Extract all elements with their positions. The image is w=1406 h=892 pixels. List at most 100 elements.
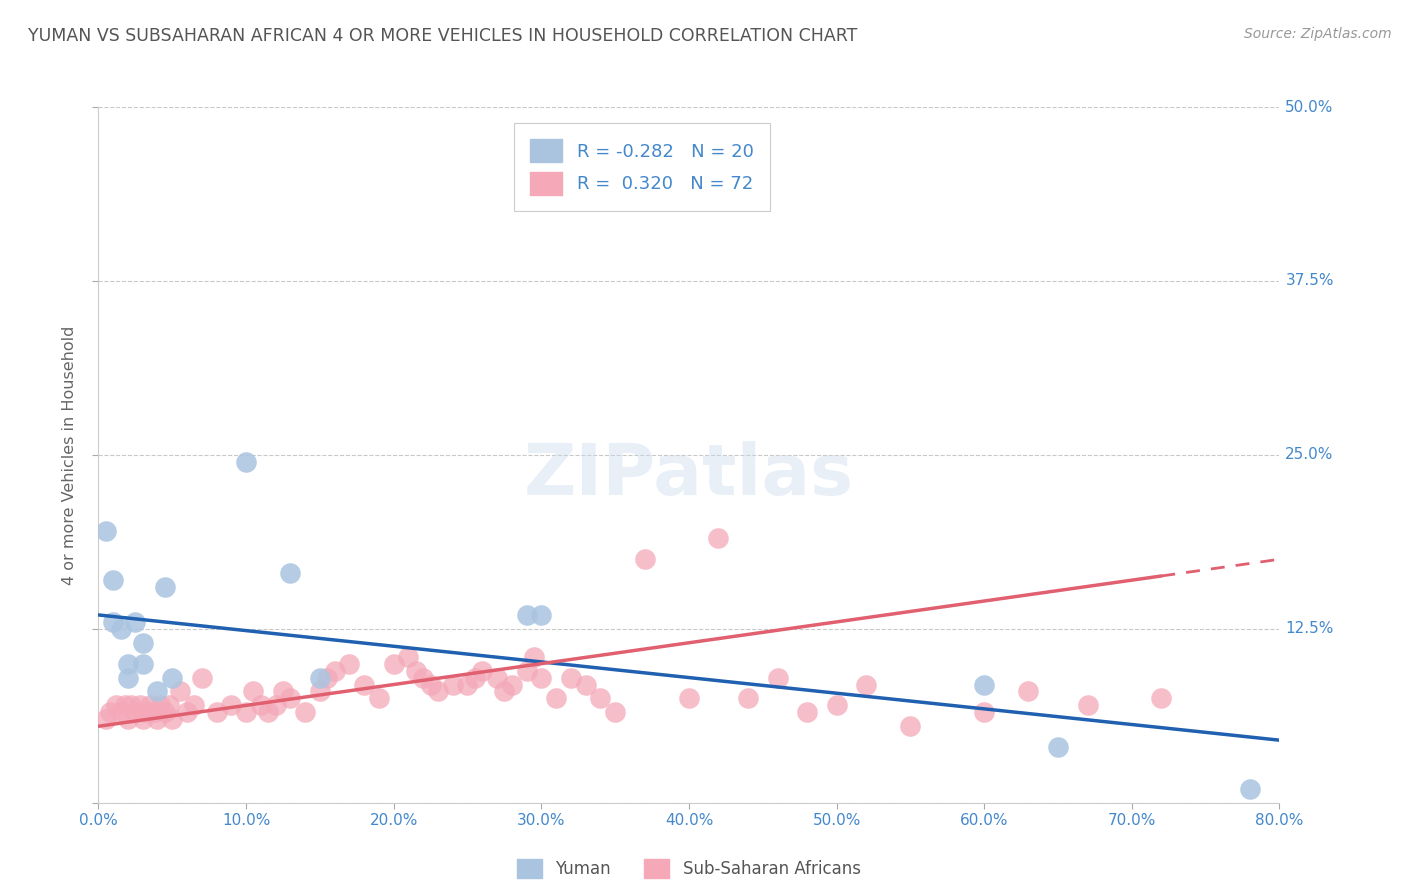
Point bbox=[900, 719, 922, 733]
Point bbox=[219, 698, 242, 713]
Point bbox=[132, 636, 155, 650]
Point bbox=[135, 706, 157, 720]
Point bbox=[1017, 684, 1039, 698]
Point bbox=[382, 657, 405, 671]
Point bbox=[242, 684, 264, 698]
Point bbox=[149, 698, 172, 713]
Text: ZIPatlas: ZIPatlas bbox=[524, 442, 853, 510]
Point bbox=[146, 712, 169, 726]
Point bbox=[124, 615, 146, 629]
Point bbox=[205, 706, 228, 720]
Text: 50.0%: 50.0% bbox=[1285, 100, 1334, 114]
Point bbox=[515, 664, 537, 678]
Point bbox=[396, 649, 419, 664]
Point bbox=[605, 706, 627, 720]
Point bbox=[707, 532, 730, 546]
Point bbox=[427, 684, 450, 698]
Point bbox=[176, 706, 198, 720]
Point bbox=[157, 698, 180, 713]
Point bbox=[973, 677, 995, 691]
Point bbox=[560, 671, 582, 685]
Point bbox=[128, 698, 150, 713]
Text: YUMAN VS SUBSAHARAN AFRICAN 4 OR MORE VEHICLES IN HOUSEHOLD CORRELATION CHART: YUMAN VS SUBSAHARAN AFRICAN 4 OR MORE VE… bbox=[28, 27, 858, 45]
Point bbox=[278, 691, 302, 706]
Point bbox=[405, 664, 427, 678]
Point bbox=[117, 712, 139, 726]
Point bbox=[120, 698, 142, 713]
Point bbox=[103, 573, 125, 587]
Point bbox=[103, 615, 125, 629]
Point bbox=[323, 664, 346, 678]
Text: 37.5%: 37.5% bbox=[1285, 274, 1334, 288]
Point bbox=[825, 698, 848, 713]
Point bbox=[574, 677, 596, 691]
Point bbox=[294, 706, 316, 720]
Point bbox=[235, 455, 257, 469]
Point bbox=[94, 524, 117, 539]
Point bbox=[412, 671, 434, 685]
Point bbox=[257, 706, 280, 720]
Point bbox=[589, 691, 612, 706]
Point bbox=[271, 684, 294, 698]
Y-axis label: 4 or more Vehicles in Household: 4 or more Vehicles in Household bbox=[62, 326, 77, 584]
Point bbox=[235, 706, 257, 720]
Point bbox=[633, 552, 655, 566]
Point bbox=[105, 698, 128, 713]
Point bbox=[94, 712, 117, 726]
Text: Source: ZipAtlas.com: Source: ZipAtlas.com bbox=[1244, 27, 1392, 41]
Point bbox=[973, 706, 995, 720]
Point bbox=[146, 684, 169, 698]
Point bbox=[132, 657, 155, 671]
Point bbox=[143, 706, 166, 720]
Point bbox=[162, 712, 183, 726]
Point bbox=[169, 684, 191, 698]
Point bbox=[98, 706, 121, 720]
Point bbox=[309, 684, 332, 698]
Point bbox=[316, 671, 339, 685]
Point bbox=[530, 607, 553, 622]
Point bbox=[117, 671, 139, 685]
Point bbox=[501, 677, 523, 691]
Point bbox=[419, 677, 441, 691]
Point bbox=[114, 698, 136, 713]
Point bbox=[796, 706, 818, 720]
Point bbox=[191, 671, 214, 685]
Point bbox=[264, 698, 287, 713]
Point bbox=[278, 566, 302, 581]
Point bbox=[1046, 740, 1069, 755]
Point bbox=[162, 671, 183, 685]
Point bbox=[250, 698, 273, 713]
Point bbox=[117, 657, 139, 671]
Point bbox=[368, 691, 391, 706]
Point bbox=[855, 677, 877, 691]
Point bbox=[1150, 691, 1173, 706]
Point bbox=[183, 698, 205, 713]
Point bbox=[523, 649, 546, 664]
Point bbox=[353, 677, 375, 691]
Legend: Yuman, Sub-Saharan Africans: Yuman, Sub-Saharan Africans bbox=[510, 853, 868, 885]
Point bbox=[737, 691, 759, 706]
Point bbox=[139, 698, 162, 713]
Point bbox=[1077, 698, 1099, 713]
Point bbox=[337, 657, 360, 671]
Point bbox=[110, 622, 132, 636]
Point bbox=[515, 607, 537, 622]
Point bbox=[456, 677, 478, 691]
Point bbox=[678, 691, 700, 706]
Point bbox=[124, 706, 146, 720]
Point bbox=[464, 671, 486, 685]
Point bbox=[441, 677, 464, 691]
Point bbox=[486, 671, 509, 685]
Point bbox=[153, 706, 176, 720]
Point bbox=[544, 691, 567, 706]
Point bbox=[766, 671, 789, 685]
Point bbox=[494, 684, 516, 698]
Point bbox=[1239, 781, 1261, 796]
Point bbox=[530, 671, 553, 685]
Point bbox=[471, 664, 494, 678]
Text: 25.0%: 25.0% bbox=[1285, 448, 1334, 462]
Point bbox=[132, 712, 155, 726]
Point bbox=[110, 706, 132, 720]
Point bbox=[153, 580, 176, 594]
Point bbox=[309, 671, 332, 685]
